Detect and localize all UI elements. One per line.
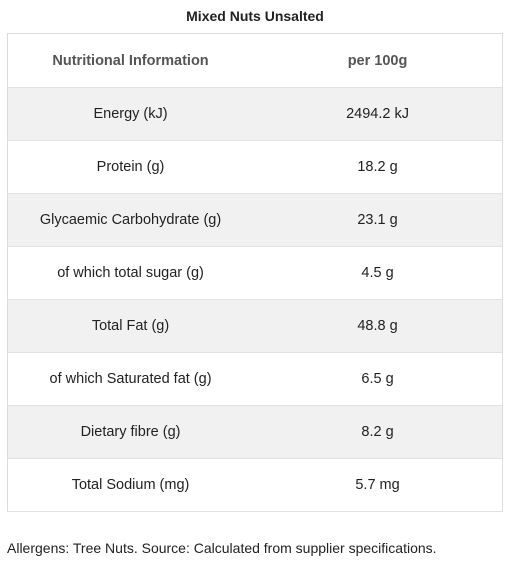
column-header-nutrient: Nutritional Information [7, 33, 254, 88]
nutrient-value: 23.1 g [253, 193, 503, 247]
nutrient-value: 18.2 g [253, 140, 503, 194]
nutrient-value: 5.7 mg [253, 458, 503, 512]
nutrient-value: 6.5 g [253, 352, 503, 406]
nutrient-label: Dietary fibre (g) [7, 405, 254, 459]
column-header-per-100g: per 100g [253, 33, 503, 88]
nutrient-label: Glycaemic Carbohydrate (g) [7, 193, 254, 247]
nutrition-table: Nutritional Information per 100g Energy … [7, 33, 503, 512]
nutrient-value: 2494.2 kJ [253, 87, 503, 141]
nutrient-value: 8.2 g [253, 405, 503, 459]
nutrient-label: of which Saturated fat (g) [7, 352, 254, 406]
table-row: Dietary fibre (g) 8.2 g [7, 405, 503, 459]
nutrient-label: of which total sugar (g) [7, 246, 254, 300]
table-header-row: Nutritional Information per 100g [7, 33, 503, 88]
nutrient-value: 48.8 g [253, 299, 503, 353]
table-row: Total Sodium (mg) 5.7 mg [7, 458, 503, 512]
table-row: of which total sugar (g) 4.5 g [7, 246, 503, 300]
nutrient-label: Total Sodium (mg) [7, 458, 254, 512]
page-title: Mixed Nuts Unsalted [186, 8, 324, 24]
nutrient-label: Energy (kJ) [7, 87, 254, 141]
nutrient-label: Protein (g) [7, 140, 254, 194]
table-row: of which Saturated fat (g) 6.5 g [7, 352, 503, 406]
table-row: Protein (g) 18.2 g [7, 140, 503, 194]
allergen-footnote: Allergens: Tree Nuts. Source: Calculated… [7, 540, 437, 556]
nutrient-label: Total Fat (g) [7, 299, 254, 353]
table-row: Glycaemic Carbohydrate (g) 23.1 g [7, 193, 503, 247]
nutrient-value: 4.5 g [253, 246, 503, 300]
table-row: Total Fat (g) 48.8 g [7, 299, 503, 353]
table-row: Energy (kJ) 2494.2 kJ [7, 87, 503, 141]
